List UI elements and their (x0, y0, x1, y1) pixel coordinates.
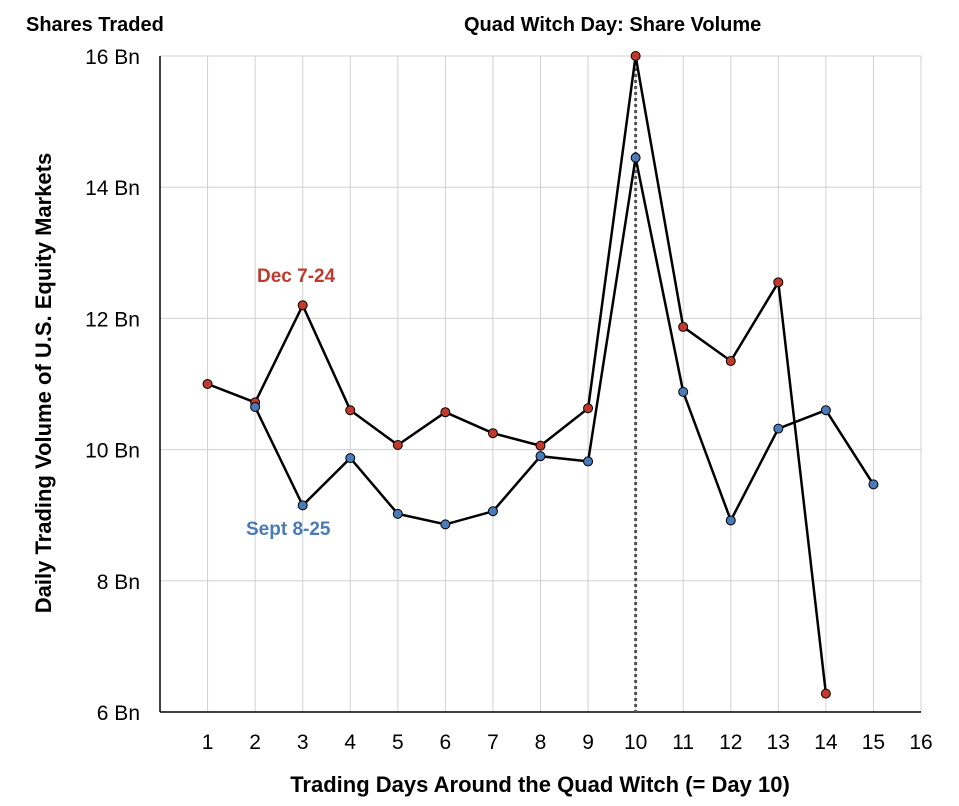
data-point-series-1 (250, 401, 261, 412)
series-label-sept: Sept 8-25 (246, 519, 331, 540)
data-point-series-1 (535, 451, 546, 462)
data-point-series-0 (630, 51, 641, 61)
data-point-series-0 (202, 379, 213, 389)
data-point-series-1 (820, 405, 831, 416)
x-tick-label: 14 (814, 731, 838, 754)
data-point-series-1 (678, 386, 689, 397)
x-tick-label: 2 (249, 731, 261, 754)
gridlines (160, 55, 922, 713)
data-point-series-0 (392, 440, 403, 451)
data-point-series-1 (297, 500, 308, 511)
data-point-series-0 (773, 277, 784, 288)
data-point-series-0 (820, 688, 831, 699)
data-point-series-0 (535, 440, 546, 451)
y-tick-label: 8 Bn (97, 571, 140, 594)
data-point-series-1 (392, 508, 403, 519)
x-tick-label: 4 (344, 731, 356, 754)
data-point-series-0 (297, 300, 308, 311)
x-tick-label: 15 (862, 731, 885, 754)
x-tick-label: 12 (719, 731, 742, 754)
x-tick-label: 1 (202, 731, 214, 754)
x-axis-label: Trading Days Around the Quad Witch (= Da… (290, 772, 790, 797)
x-tick-label: 8 (535, 731, 547, 754)
data-point-series-1 (868, 479, 879, 490)
x-tick-label: 16 (909, 731, 932, 754)
data-point-series-1 (630, 152, 641, 163)
series-line-0 (207, 55, 828, 694)
x-tick-label: 6 (440, 731, 452, 754)
y-tick-label: 6 Bn (97, 702, 140, 725)
data-point-series-1 (345, 453, 356, 464)
x-tick-label: 10 (624, 731, 647, 754)
data-point-series-1 (440, 519, 451, 530)
x-tick-label: 7 (487, 731, 499, 754)
y-tick-label: 14 Bn (85, 177, 140, 200)
data-point-series-1 (725, 515, 736, 526)
y-tick-label: 16 Bn (85, 46, 140, 69)
data-point-series-0 (583, 403, 594, 414)
data-points (202, 51, 879, 699)
data-point-series-0 (487, 428, 498, 439)
y-axis-label: Daily Trading Volume of U.S. Equity Mark… (31, 152, 56, 614)
y-tick-label: 10 Bn (85, 440, 140, 463)
x-tick-label: 11 (672, 731, 694, 754)
chart-title: Quad Witch Day: Share Volume (464, 14, 762, 36)
data-point-series-1 (583, 456, 594, 467)
data-point-series-1 (487, 506, 498, 517)
data-point-series-0 (678, 321, 689, 332)
data-point-series-0 (345, 405, 356, 416)
data-point-series-1 (773, 423, 784, 434)
series-lines (207, 55, 875, 694)
series-line-1 (253, 157, 875, 526)
data-point-series-0 (725, 356, 736, 367)
series-label-dec: Dec 7-24 (257, 266, 336, 287)
x-tick-label: 5 (392, 731, 404, 754)
y-axis-unit-label: Shares Traded (26, 14, 164, 36)
y-tick-label: 12 Bn (85, 308, 140, 331)
x-tick-label: 3 (297, 731, 309, 754)
x-tick-label: 13 (767, 731, 790, 754)
x-tick-label: 9 (582, 731, 594, 754)
data-point-series-0 (440, 407, 451, 418)
